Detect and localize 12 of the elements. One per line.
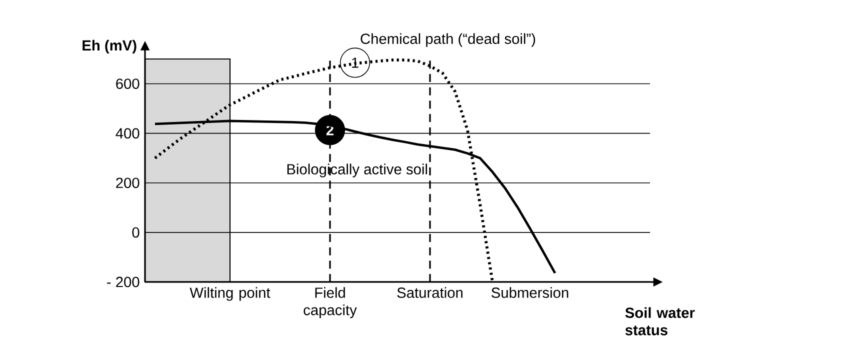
y-tick-label: 600 [116,78,140,89]
x-tick-label: Submersion [492,287,568,298]
y-tick-label: 400 [116,128,140,139]
x-tick-label: Field capacity [304,287,357,318]
x-tick-label: Wilting point [190,287,270,301]
y-tick-label: 200 [116,178,140,188]
y-tick-label: 0 [132,227,140,238]
y-axis-title: Eh (mV) [82,40,136,54]
series-label: Chemical path (“dead soil”) [360,33,536,47]
x-tick-label: Saturation [397,287,462,298]
y-tick-label: - 200 [107,276,140,288]
x-axis-title: Soil water status [625,307,695,336]
